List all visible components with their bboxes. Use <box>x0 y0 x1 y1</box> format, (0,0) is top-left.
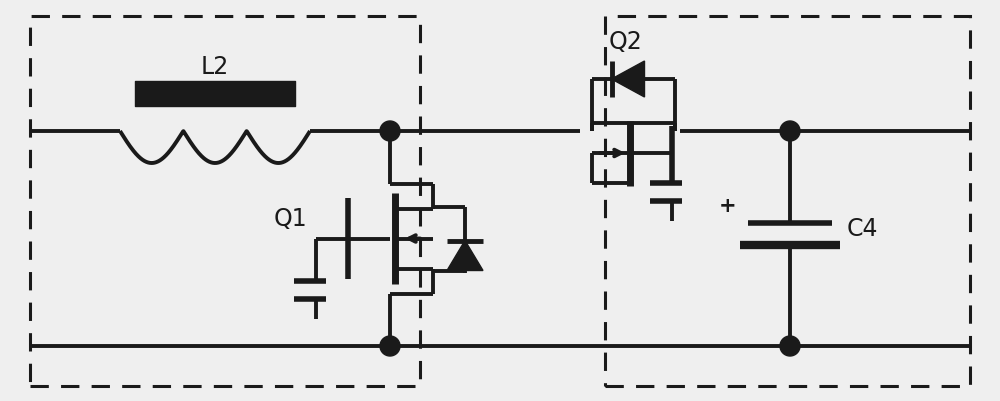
Circle shape <box>380 336 400 356</box>
Circle shape <box>780 336 800 356</box>
Text: L2: L2 <box>201 55 229 79</box>
Bar <box>30 17 420 386</box>
Text: Q2: Q2 <box>608 30 642 54</box>
Text: +: + <box>719 196 737 216</box>
Circle shape <box>780 122 800 142</box>
Bar <box>605 17 970 386</box>
Polygon shape <box>612 62 644 98</box>
Circle shape <box>380 122 400 142</box>
Polygon shape <box>447 241 483 271</box>
Text: Q1: Q1 <box>273 207 307 231</box>
Text: C4: C4 <box>846 217 878 241</box>
